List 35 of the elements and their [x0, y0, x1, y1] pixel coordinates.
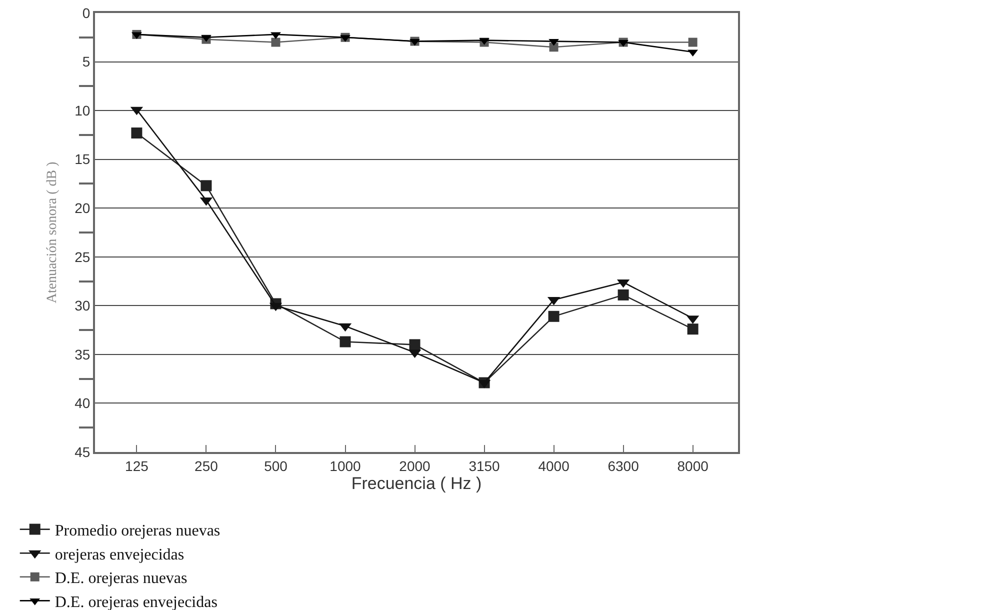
y-tick-label: 10 [74, 102, 90, 118]
y-tick-label: 30 [74, 298, 90, 314]
y-tick-label: 35 [74, 346, 90, 362]
point [340, 336, 351, 348]
point [548, 310, 560, 322]
y-tick-label: 40 [74, 395, 90, 412]
y-tick-label: 25 [74, 248, 90, 265]
point [271, 38, 280, 47]
legend-label: orejeras envejecidas [54, 546, 184, 564]
point [618, 289, 629, 300]
point [549, 42, 558, 52]
point [688, 38, 698, 47]
x-tick-label: 3150 [468, 458, 500, 474]
legend-label: D.E. orejeras envejecidas [54, 594, 218, 610]
point [131, 127, 142, 138]
x-tick-label: 500 [264, 458, 288, 474]
x-tick-label: 125 [125, 458, 149, 474]
x-axis-title: Frecuencia ( Hz ) [351, 474, 482, 493]
x-tick-label: 4000 [538, 458, 570, 474]
legend-label: Promedio orejeras nuevas [54, 522, 220, 540]
y-tick-label: 20 [74, 200, 90, 216]
y-tick-label: 15 [74, 151, 90, 168]
point [200, 180, 212, 192]
y-tick-label: 5 [82, 54, 90, 70]
y-tick-label: 0 [82, 4, 90, 21]
x-tick-label: 250 [194, 458, 218, 474]
x-tick-label: 2000 [399, 458, 431, 474]
point [409, 339, 420, 350]
y-tick-label: 45 [74, 444, 90, 460]
legend-label: D.E. orejeras nuevas [54, 570, 188, 588]
x-tick-label: 6300 [608, 458, 640, 474]
y-axis-title: Atenuación sonora ( dB ) [45, 161, 60, 304]
x-tick-label: 1000 [330, 458, 362, 474]
point [687, 324, 698, 335]
x-tick-label: 8000 [677, 458, 709, 474]
